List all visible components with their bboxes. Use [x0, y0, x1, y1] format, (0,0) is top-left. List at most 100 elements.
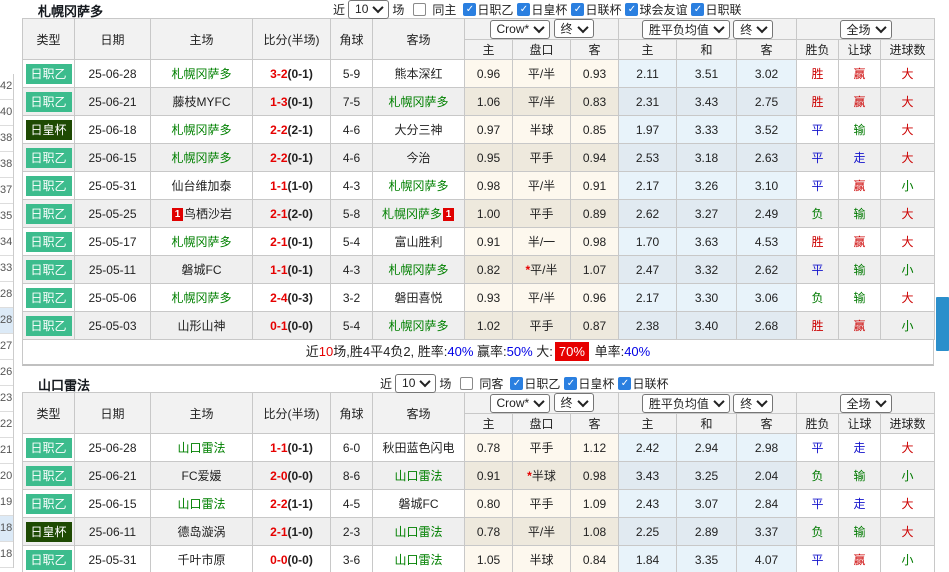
crow-home-odds: 0.97 [464, 115, 513, 144]
crow-select[interactable]: Crow* [489, 19, 551, 39]
away-team-name[interactable]: 山口雷法 [394, 553, 443, 567]
half-time-score: (1-0) [287, 524, 313, 539]
unchecked-checkbox[interactable] [413, 2, 427, 16]
near-count-select[interactable]: 10 [348, 0, 390, 19]
home-team-name[interactable]: 磐城FC [181, 263, 222, 277]
left-edge-number: 23 [0, 386, 13, 412]
home-team-name[interactable]: 札幌冈萨多 [171, 123, 232, 137]
fullmatch-select[interactable]: 全场 [839, 19, 892, 39]
league-type-cell: 日职乙 [22, 283, 75, 312]
home-team-name[interactable]: 札幌冈萨多 [171, 291, 232, 305]
mean-draw-odds: 3.40 [676, 311, 738, 340]
unchecked-checkbox[interactable] [460, 376, 474, 390]
match-row: 日职乙 25-05-31 千叶市原 0-0(0-0) 3-6 山口雷法 1.05 半球 0.84… [22, 545, 936, 572]
crow-final-select[interactable]: 终 [553, 19, 594, 39]
checked-checkbox[interactable]: ✓ [691, 2, 705, 16]
result-handicap: 赢 [838, 545, 882, 572]
away-team: 山口雷法 [372, 545, 465, 572]
near-count-select[interactable]: 10 [395, 373, 437, 393]
home-team-name[interactable]: FC爱媛 [181, 469, 222, 483]
home-team-name[interactable]: 山形山神 [177, 319, 226, 333]
away-team: 大分三神 [372, 115, 465, 144]
wdl-final-select[interactable]: 终 [733, 19, 774, 39]
home-team-name[interactable]: 札幌冈萨多 [171, 235, 232, 249]
mean-draw-odds: 3.35 [676, 545, 738, 572]
checked-checkbox[interactable]: ✓ [510, 376, 524, 390]
away-team-name[interactable]: 富山胜利 [394, 235, 443, 249]
wdl-mean-select[interactable]: 胜平负均值 [641, 393, 730, 413]
section-gap [22, 366, 934, 374]
home-team-name[interactable]: 千叶市原 [177, 553, 226, 567]
match-date: 25-05-31 [74, 171, 151, 200]
crow-select[interactable]: Crow* [489, 393, 551, 413]
away-team-name[interactable]: 磐城FC [398, 497, 439, 511]
wdl-mean-select[interactable]: 胜平负均值 [641, 19, 730, 39]
left-edge-number: 22 [0, 412, 13, 438]
away-team-name[interactable]: 大分三神 [394, 123, 443, 137]
mean-home-odds: 2.31 [618, 87, 678, 116]
away-team-name[interactable]: 札幌冈萨多 [388, 95, 449, 109]
home-team-name[interactable]: 山口雷法 [177, 441, 226, 455]
checked-checkbox[interactable]: ✓ [625, 2, 639, 16]
checked-checkbox[interactable]: ✓ [618, 376, 632, 390]
away-team-name[interactable]: 札幌冈萨多 [388, 263, 449, 277]
crow-final-select[interactable]: 终 [553, 393, 594, 413]
league-filter-label: 日职联 [705, 2, 742, 17]
crow-away-odds: 0.96 [569, 283, 620, 312]
near-count-select-value: 10 [355, 2, 369, 16]
left-edge-number: 37 [0, 178, 13, 204]
home-team: 山形山神 [150, 311, 253, 340]
match-date: 25-05-25 [74, 199, 151, 228]
league-badge: 日职乙 [25, 203, 72, 224]
league-badge: 日职乙 [25, 231, 72, 252]
wdl-select-group: 胜平负均值 终 [618, 392, 798, 414]
full-time-score: 1-1 [270, 262, 288, 277]
result-goals: 大 [880, 433, 936, 462]
column-header: 角球 [330, 392, 373, 434]
mean-draw-odds: 3.18 [676, 143, 738, 172]
scrollbar-thumb[interactable] [936, 297, 949, 351]
checked-checkbox[interactable]: ✓ [571, 2, 585, 16]
wdl-final-select-value: 终 [740, 396, 753, 411]
wdl-final-select[interactable]: 终 [733, 393, 774, 413]
mean-home-odds: 2.42 [618, 433, 678, 462]
mean-home-odds: 2.17 [618, 283, 678, 312]
away-team-name[interactable]: 札幌冈萨多 [381, 207, 442, 221]
away-team-name[interactable]: 熊本深红 [394, 67, 443, 81]
away-team-name[interactable]: 今治 [406, 151, 431, 165]
home-team-name[interactable]: 德岛漩涡 [177, 525, 226, 539]
summary-segment: 赢率: [473, 344, 507, 359]
score-cell: 1-3(0-1) [252, 87, 331, 116]
away-team-name[interactable]: 札幌冈萨多 [388, 319, 449, 333]
home-team-name[interactable]: 山口雷法 [177, 497, 226, 511]
away-team-name[interactable]: 秋田蓝色闪电 [382, 441, 455, 455]
result-wdl: 负 [796, 517, 840, 546]
score-cell: 2-4(0-3) [252, 283, 331, 312]
away-team-name[interactable]: 山口雷法 [394, 469, 443, 483]
home-team-name[interactable]: 鸟栖沙岩 [183, 207, 232, 221]
corners: 8-6 [330, 461, 373, 490]
match-date: 25-05-17 [74, 227, 151, 256]
result-wdl: 胜 [796, 311, 840, 340]
league-filter-label: 日皇杯 [578, 376, 615, 391]
sub-column-header: 主 [618, 39, 678, 60]
home-team-name[interactable]: 札幌冈萨多 [171, 67, 232, 81]
league-filter-label: 日职乙 [477, 2, 514, 17]
home-team-name[interactable]: 藤枝MYFC [172, 95, 231, 109]
home-team-name[interactable]: 札幌冈萨多 [171, 151, 232, 165]
checked-checkbox[interactable]: ✓ [564, 376, 578, 390]
checked-checkbox[interactable]: ✓ [517, 2, 531, 16]
away-team-name[interactable]: 札幌冈萨多 [388, 179, 449, 193]
fullmatch-select[interactable]: 全场 [839, 393, 892, 413]
result-goals: 小 [880, 461, 936, 490]
away-team-name[interactable]: 山口雷法 [394, 525, 443, 539]
away-team-name[interactable]: 磐田喜悦 [394, 291, 443, 305]
crow-away-odds: 0.83 [569, 87, 620, 116]
corners: 6-0 [330, 433, 373, 462]
home-team-name[interactable]: 仙台维加泰 [171, 179, 232, 193]
league-badge: 日职乙 [25, 437, 72, 458]
checked-checkbox[interactable]: ✓ [463, 2, 477, 16]
result-handicap: 输 [838, 517, 882, 546]
crow-away-odds: 0.89 [569, 199, 620, 228]
matches-table: 类型 日期 主场 比分(半场) 角球 客场 Crow* 终胜平负均值 终全场主盘口客主和客胜… [22, 18, 936, 340]
